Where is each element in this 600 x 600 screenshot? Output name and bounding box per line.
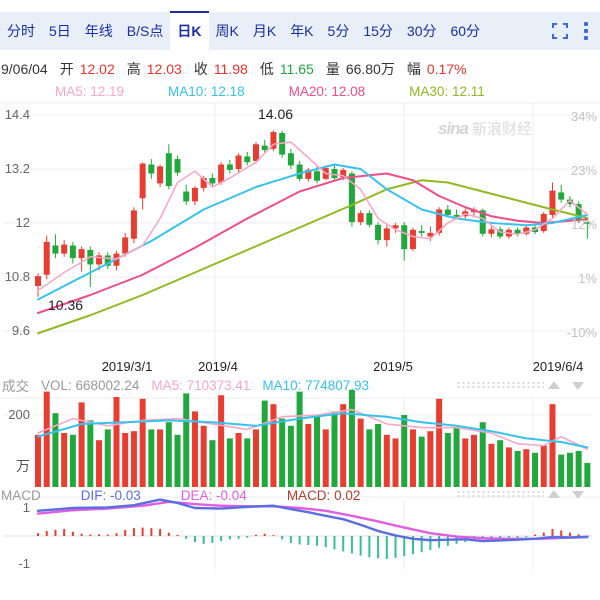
macd-value: MACD: 0.02 [286, 488, 361, 503]
x-axis-date-label: 2019/5 [373, 359, 413, 374]
x-axis-date-label: 2019/4 [198, 359, 238, 374]
low-label: 低 [259, 61, 274, 77]
tab-5day[interactable]: 5日 [49, 23, 71, 39]
close-label: 收 [193, 61, 208, 77]
sina-finance-watermark: sina 新浪财经 [438, 118, 533, 139]
macd-axis-label: 1 [22, 500, 30, 515]
tab-60min[interactable]: 60分 [450, 23, 481, 39]
x-axis-date-label: 2019/3/1 [101, 359, 153, 374]
open-value: 12.02 [79, 61, 115, 77]
date-label: 9/06/04 [1, 61, 48, 77]
low-price-annotation: 10.36 [48, 297, 84, 313]
tab-monthly-k[interactable]: 月K [252, 23, 277, 39]
price-axis-label: 12 [15, 215, 30, 230]
volume-axis-label: 200 [8, 407, 30, 422]
tabbar-icons [552, 20, 600, 42]
high-value: 12.03 [146, 61, 182, 77]
tab-minute[interactable]: 分时 [7, 23, 35, 39]
volume-value: 66.80万 [345, 61, 395, 77]
tab-weekly-k[interactable]: 周K [215, 23, 239, 39]
volume-zoom-slider[interactable] [456, 381, 544, 390]
macd-lines [36, 498, 589, 543]
percent-axis-label: 34% [570, 109, 597, 124]
ma30-legend: MA30: 12.11 [409, 83, 485, 99]
high-price-annotation: 14.06 [258, 106, 294, 122]
ohlc-info-row: 9/06/04 开 12.02 高 12.03 收 11.98 低 11.65 … [0, 60, 600, 78]
tab-yearline[interactable]: 年线 [84, 23, 113, 39]
macd-pane-title: MACD [1, 488, 41, 503]
low-value: 11.65 [279, 61, 314, 77]
volume-bars-group [35, 389, 591, 487]
more-options-icon[interactable] [582, 20, 590, 42]
tab-bs-point[interactable]: B/S点 [126, 23, 164, 39]
percent-axis-label: 23% [570, 163, 597, 178]
macd-header-row: MACD DIF: -0.03 DEA: -0.04 MACD: 0.02 [0, 488, 600, 503]
price-ma-lines [37, 141, 589, 335]
tab-daily-k[interactable]: 日K [170, 11, 209, 51]
open-label: 开 [59, 61, 74, 77]
price-axis-label: 10.8 [4, 269, 30, 284]
volume-zoom-in-button[interactable] [548, 381, 560, 389]
macd-axis-label: -1 [18, 556, 30, 571]
macd-histogram-group [37, 527, 589, 559]
ma20-legend: MA20: 12.08 [288, 83, 366, 99]
change-label: 幅 [406, 61, 421, 77]
percent-axis-label: 1% [578, 271, 597, 286]
price-axis-label: 9.6 [11, 323, 30, 338]
vol-ma5-legend: MA5: 710373.41 [151, 377, 251, 393]
fullscreen-icon[interactable] [552, 23, 568, 39]
sina-logo: sina [438, 118, 469, 138]
dea-value: DEA: -0.04 [180, 488, 247, 503]
macd-zoom-slider[interactable] [456, 490, 544, 499]
macd-zoom-in-button[interactable] [548, 490, 560, 498]
percent-axis-label: -10% [566, 325, 597, 340]
ma10-legend: MA10: 12.18 [168, 83, 245, 99]
change-value: 0.17% [426, 61, 467, 77]
volume-header-row: 成交 VOL: 668002.24 MA5: 710373.41 MA10: 7… [0, 377, 600, 395]
vol-value: VOL: 668002.24 [41, 377, 140, 393]
price-axis-label: 13.2 [4, 161, 30, 176]
volume-unit-label: 万 [16, 458, 30, 474]
price-axis-label: 14.4 [4, 107, 30, 122]
ma5-legend: MA5: 12.19 [55, 83, 125, 99]
close-value: 11.98 [213, 61, 248, 77]
tab-30min[interactable]: 30分 [406, 23, 437, 39]
percent-axis-label: 12% [570, 217, 597, 232]
tab-5min[interactable]: 5分 [327, 23, 350, 39]
volume-label: 量 [325, 61, 340, 77]
high-label: 高 [126, 61, 141, 77]
candles-group [35, 130, 591, 297]
volume-ma-lines [37, 408, 589, 451]
volume-zoom-out-button[interactable] [572, 382, 584, 390]
ma-legend-row: MA5: 12.19 MA10: 12.18 MA20: 12.08 MA30:… [0, 83, 600, 99]
tab-yearly-k[interactable]: 年K [290, 23, 314, 39]
vol-ma10-legend: MA10: 774807.93 [262, 377, 370, 393]
tab-15min[interactable]: 15分 [363, 23, 393, 39]
macd-zoom-out-button[interactable] [572, 491, 584, 499]
dif-value: DIF: -0.03 [80, 488, 141, 503]
volume-pane-title: 成交 [2, 379, 29, 394]
x-axis-date-label: 2019/6/4 [532, 359, 584, 374]
chart-period-tabbar: 分时 5日 年线 B/S点 日K 周K 月K 年K 5分 15分 30分 60分 [0, 11, 600, 51]
